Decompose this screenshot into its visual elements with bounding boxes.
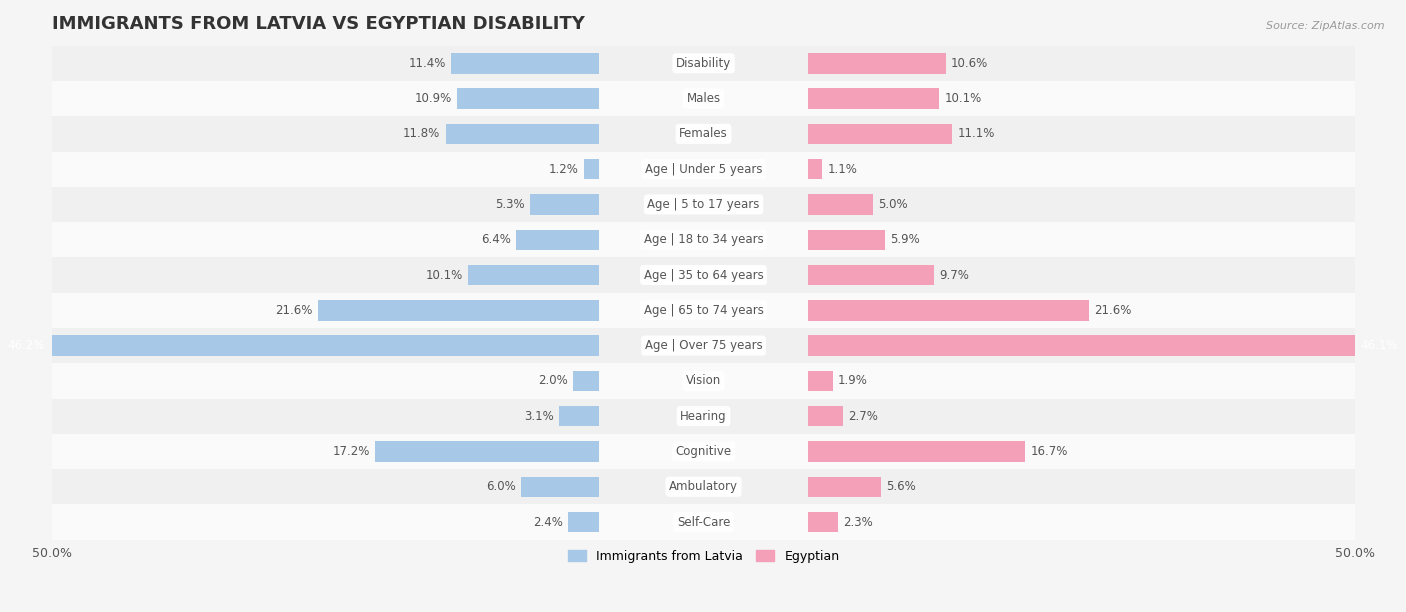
Text: 10.1%: 10.1%	[425, 269, 463, 282]
Legend: Immigrants from Latvia, Egyptian: Immigrants from Latvia, Egyptian	[562, 545, 845, 568]
Bar	[52, 469, 1355, 504]
Bar	[583, 159, 599, 179]
Text: 46.1%: 46.1%	[1361, 339, 1398, 352]
Text: Females: Females	[679, 127, 728, 140]
Bar	[808, 300, 1090, 321]
Bar	[808, 335, 1406, 356]
Bar	[808, 88, 939, 109]
Bar	[808, 406, 844, 427]
Text: Self-Care: Self-Care	[676, 515, 730, 529]
Text: 21.6%: 21.6%	[1094, 304, 1132, 317]
Bar	[52, 328, 1355, 364]
Text: 10.6%: 10.6%	[950, 57, 988, 70]
Text: 5.3%: 5.3%	[495, 198, 524, 211]
Bar	[808, 159, 823, 179]
Bar	[446, 124, 599, 144]
Text: Age | 35 to 64 years: Age | 35 to 64 years	[644, 269, 763, 282]
Text: Age | 65 to 74 years: Age | 65 to 74 years	[644, 304, 763, 317]
Text: Age | Under 5 years: Age | Under 5 years	[645, 163, 762, 176]
Bar	[52, 152, 1355, 187]
Bar	[0, 335, 599, 356]
Bar	[468, 265, 599, 285]
Text: 1.9%: 1.9%	[838, 375, 868, 387]
Bar	[808, 441, 1025, 461]
Bar	[52, 364, 1355, 398]
Bar	[808, 194, 873, 215]
Bar	[52, 46, 1355, 81]
Text: Disability: Disability	[676, 57, 731, 70]
Bar	[522, 477, 599, 497]
Bar	[808, 477, 880, 497]
Bar	[451, 53, 599, 73]
Bar	[516, 230, 599, 250]
Text: Hearing: Hearing	[681, 409, 727, 423]
Text: Source: ZipAtlas.com: Source: ZipAtlas.com	[1267, 21, 1385, 31]
Text: 3.1%: 3.1%	[524, 409, 554, 423]
Bar	[808, 230, 884, 250]
Text: 21.6%: 21.6%	[276, 304, 312, 317]
Text: 1.2%: 1.2%	[548, 163, 578, 176]
Text: Age | 5 to 17 years: Age | 5 to 17 years	[647, 198, 759, 211]
Text: Ambulatory: Ambulatory	[669, 480, 738, 493]
Bar	[318, 300, 599, 321]
Text: Cognitive: Cognitive	[675, 445, 731, 458]
Bar	[574, 371, 599, 391]
Text: 46.2%: 46.2%	[8, 339, 45, 352]
Bar	[568, 512, 599, 532]
Text: 2.4%: 2.4%	[533, 515, 562, 529]
Text: 2.7%: 2.7%	[848, 409, 879, 423]
Bar	[530, 194, 599, 215]
Text: 2.0%: 2.0%	[538, 375, 568, 387]
Bar	[808, 512, 838, 532]
Bar	[52, 504, 1355, 540]
Text: 11.1%: 11.1%	[957, 127, 995, 140]
Text: 5.6%: 5.6%	[886, 480, 915, 493]
Text: Age | Over 75 years: Age | Over 75 years	[645, 339, 762, 352]
Text: 5.9%: 5.9%	[890, 233, 920, 246]
Bar	[808, 124, 952, 144]
Text: 10.9%: 10.9%	[415, 92, 453, 105]
Text: Males: Males	[686, 92, 721, 105]
Bar	[52, 81, 1355, 116]
Bar	[52, 187, 1355, 222]
Text: 11.8%: 11.8%	[404, 127, 440, 140]
Bar	[375, 441, 599, 461]
Text: 6.0%: 6.0%	[486, 480, 516, 493]
Text: 6.4%: 6.4%	[481, 233, 510, 246]
Text: 1.1%: 1.1%	[827, 163, 858, 176]
Bar	[52, 293, 1355, 328]
Bar	[52, 116, 1355, 152]
Bar	[808, 265, 934, 285]
Text: 9.7%: 9.7%	[939, 269, 969, 282]
Text: IMMIGRANTS FROM LATVIA VS EGYPTIAN DISABILITY: IMMIGRANTS FROM LATVIA VS EGYPTIAN DISAB…	[52, 15, 585, 33]
Bar	[52, 222, 1355, 258]
Text: 16.7%: 16.7%	[1031, 445, 1069, 458]
Text: 2.3%: 2.3%	[844, 515, 873, 529]
Text: Vision: Vision	[686, 375, 721, 387]
Bar	[808, 53, 946, 73]
Text: 11.4%: 11.4%	[408, 57, 446, 70]
Text: 5.0%: 5.0%	[879, 198, 908, 211]
Text: 17.2%: 17.2%	[333, 445, 370, 458]
Text: 10.1%: 10.1%	[945, 92, 981, 105]
Bar	[52, 434, 1355, 469]
Text: Age | 18 to 34 years: Age | 18 to 34 years	[644, 233, 763, 246]
Bar	[52, 258, 1355, 293]
Bar	[52, 398, 1355, 434]
Bar	[457, 88, 599, 109]
Bar	[560, 406, 599, 427]
Bar	[808, 371, 832, 391]
